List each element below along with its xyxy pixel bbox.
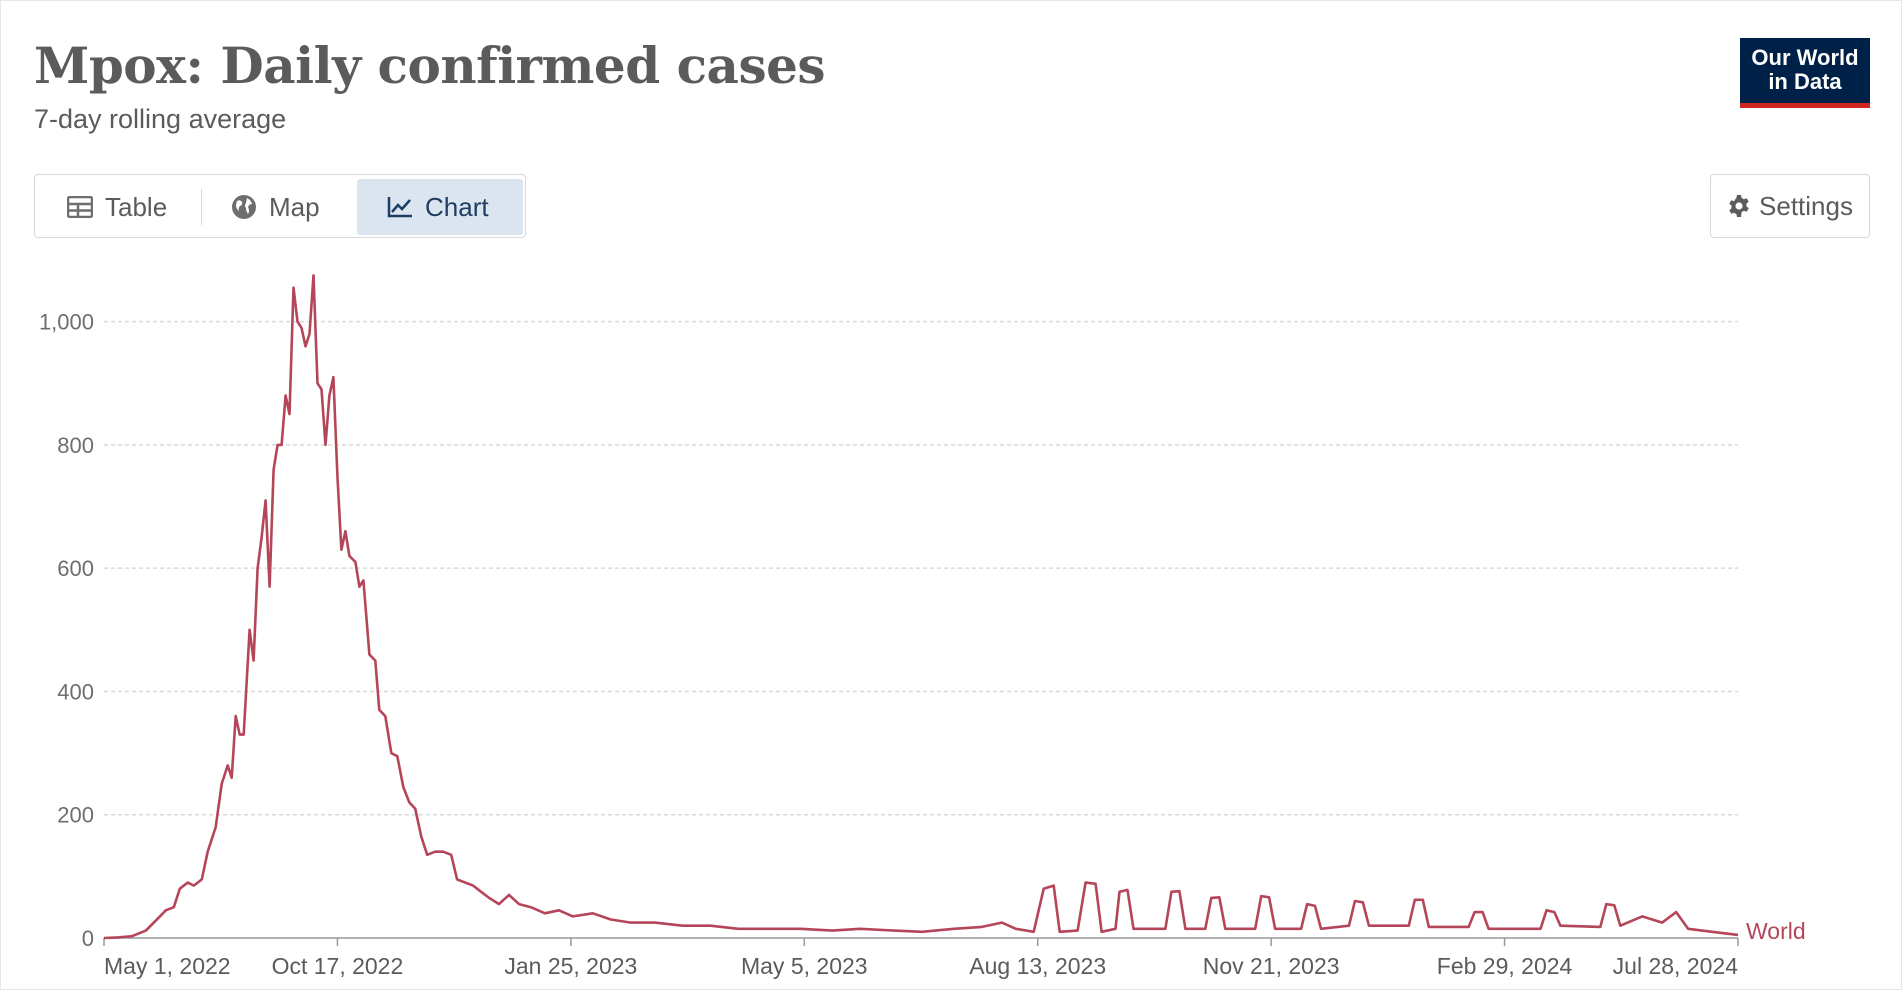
owid-logo[interactable]: Our World in Data	[1740, 38, 1870, 108]
globe-icon	[231, 194, 257, 220]
x-tick-label: Jul 28, 2024	[1613, 953, 1739, 979]
chart-subtitle: 7-day rolling average	[34, 104, 287, 134]
y-tick-label: 1,000	[39, 310, 94, 335]
tab-table[interactable]: Table	[67, 179, 167, 235]
x-tick-label: Nov 21, 2023	[1203, 953, 1340, 979]
x-tick-label: Jan 25, 2023	[504, 953, 637, 979]
tab-chart[interactable]: Chart	[357, 179, 523, 235]
x-tick-label: Aug 13, 2023	[969, 953, 1106, 979]
y-tick-label: 200	[57, 803, 94, 828]
tab-map[interactable]: Map	[231, 179, 320, 235]
grid-lines	[104, 320, 1738, 816]
x-tick-label: Oct 17, 2022	[272, 953, 404, 979]
logo-line-2: in Data	[1768, 69, 1842, 94]
y-axis-ticks: 0 200 400 600 800 1,000	[39, 310, 94, 951]
y-tick-label: 800	[57, 433, 94, 458]
tab-divider	[201, 189, 202, 225]
tab-chart-label: Chart	[425, 191, 489, 222]
x-tick-label: May 5, 2023	[741, 953, 868, 979]
tab-table-label: Table	[105, 191, 168, 222]
settings-button[interactable]: Settings	[1710, 174, 1870, 238]
y-tick-label: 0	[82, 926, 94, 951]
line-chart-icon	[387, 196, 413, 218]
tab-map-label: Map	[269, 191, 320, 222]
series-label[interactable]: World	[1746, 918, 1806, 944]
gear-icon	[1727, 194, 1751, 218]
settings-label: Settings	[1759, 190, 1853, 221]
x-tick-label: Feb 29, 2024	[1437, 953, 1573, 979]
y-tick-label: 600	[57, 556, 94, 581]
series-line-world[interactable]	[103, 274, 1739, 940]
x-axis: May 1, 2022 Oct 17, 2022 Jan 25, 2023 May 5…	[103, 937, 1739, 979]
series-layer: World	[103, 274, 1806, 944]
view-tabs: Table Map Chart	[34, 174, 526, 238]
logo-line-1: Our World	[1751, 45, 1859, 70]
y-tick-label: 400	[57, 679, 94, 704]
table-icon	[67, 196, 93, 218]
x-tick-label: May 1, 2022	[104, 953, 231, 979]
chart-title: Mpox: Daily confirmed cases	[34, 36, 826, 95]
